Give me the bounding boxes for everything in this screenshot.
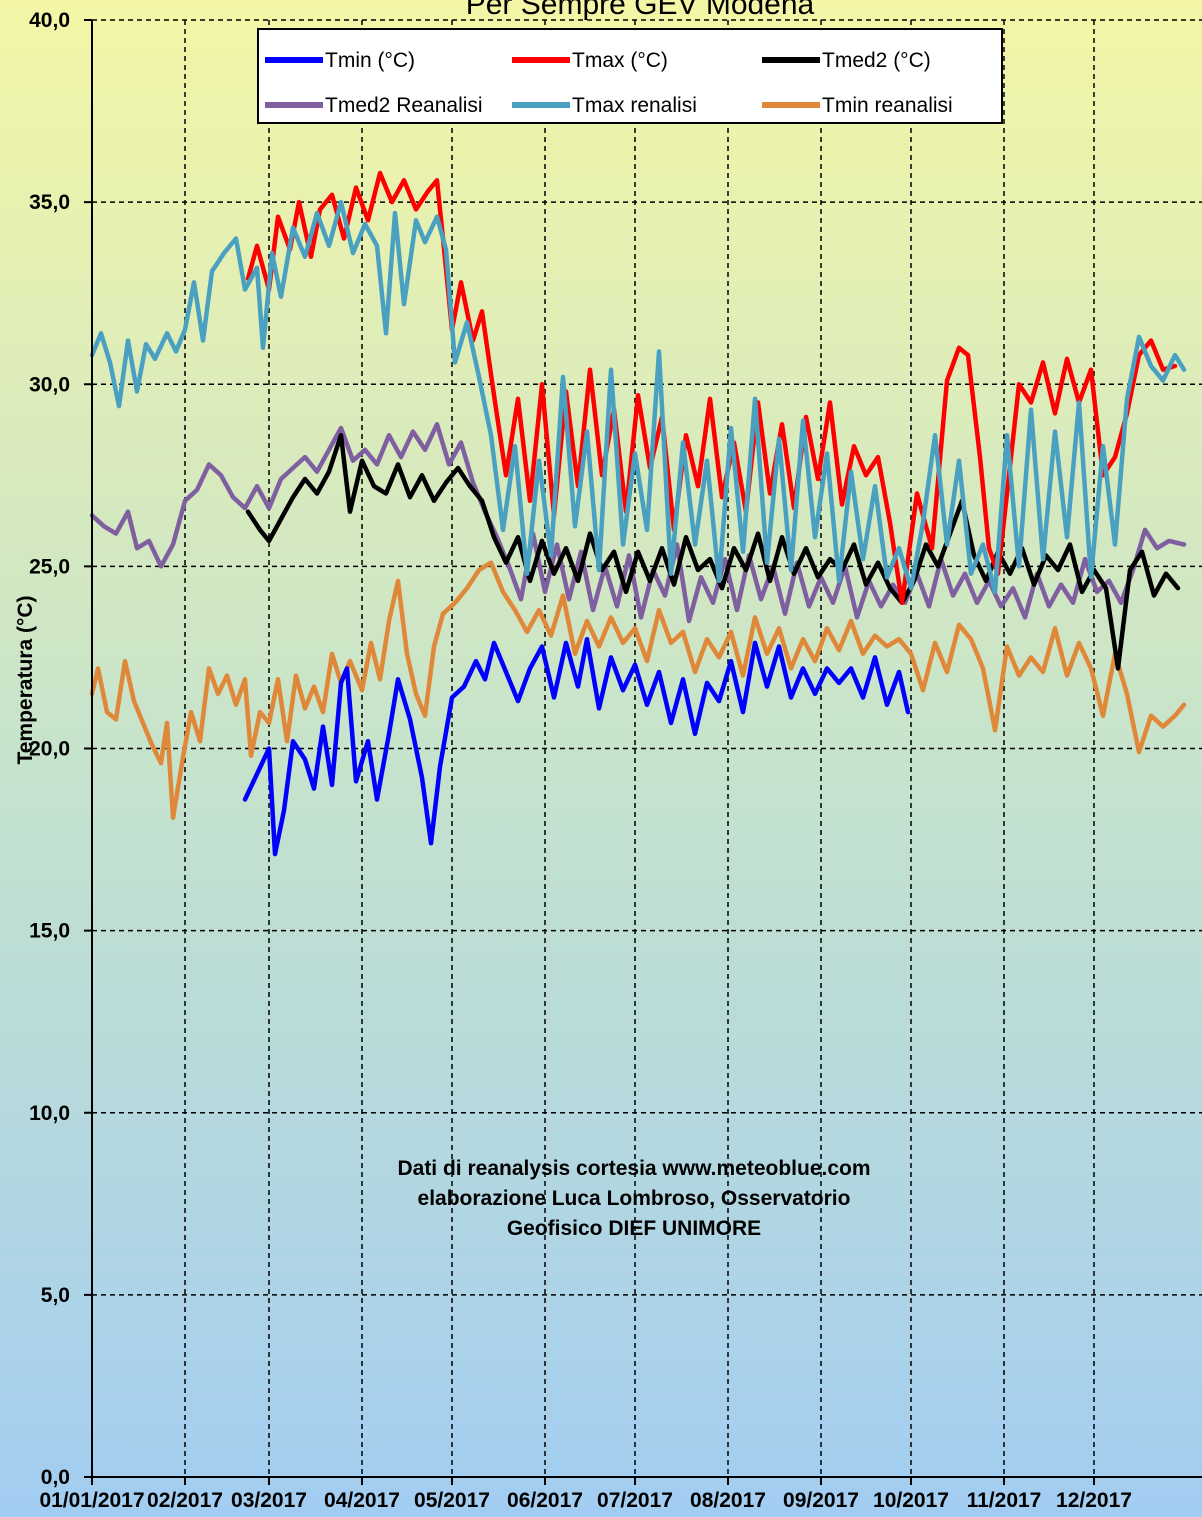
annotation-line: Geofisico DIEF UNIMORE: [507, 1217, 761, 1240]
legend-label: Tmed2 (°C): [822, 49, 931, 72]
x-tick-label: 10/2017: [873, 1489, 949, 1512]
series-line-tmin-reanalisi: [89, 560, 1187, 820]
legend-label: Tmed2 Reanalisi: [325, 94, 483, 117]
chart-title: Per Sempre GEV Modena: [466, 0, 815, 21]
x-tick-label: 08/2017: [690, 1489, 766, 1512]
legend-label: Tmin reanalisi: [822, 94, 953, 117]
series-line-tmin-c: [242, 636, 911, 857]
x-tick-label: 12/2017: [1056, 1489, 1132, 1512]
series-line-tmed2-reanalisi: [89, 422, 1187, 624]
y-tick-label: 25,0: [29, 555, 70, 578]
annotation-line: elaborazione Luca Lombroso, Osservatorio: [418, 1187, 851, 1210]
x-tick-label: 02/2017: [147, 1489, 223, 1512]
legend-label: Tmax (°C): [572, 49, 668, 72]
annotation: Dati di reanalysis cortesia www.meteoblu…: [397, 1157, 870, 1240]
annotation-line: Dati di reanalysis cortesia www.meteoblu…: [397, 1157, 870, 1180]
x-tick-label: 05/2017: [414, 1489, 490, 1512]
series-line-tmax-renalisi: [89, 199, 1187, 595]
x-tick-label: 03/2017: [231, 1489, 307, 1512]
x-tick-label: 09/2017: [783, 1489, 859, 1512]
gridlines: [92, 19, 1202, 1477]
y-tick-label: 10,0: [29, 1102, 70, 1125]
x-tick-label: 07/2017: [597, 1489, 673, 1512]
x-tick-label: 11/2017: [967, 1489, 1042, 1512]
y-tick-label: 20,0: [29, 738, 70, 761]
x-tick-label: 06/2017: [507, 1489, 583, 1512]
y-tick-label: 0,0: [41, 1466, 70, 1489]
legend-box: [257, 28, 1003, 124]
series-line-tmax-c: [245, 170, 1178, 606]
y-tick-label: 40,0: [29, 9, 70, 32]
legend-label: Tmax renalisi: [572, 94, 697, 117]
y-tick-label: 30,0: [29, 373, 70, 396]
y-tick-labels: 0,0 5,0 10,0 15,0 20,0 25,0 30,0 35,0 40,0: [29, 9, 92, 1489]
x-tick-label: 01/01/2017: [39, 1489, 144, 1512]
y-tick-label: 5,0: [41, 1284, 70, 1307]
y-tick-label: 15,0: [29, 920, 70, 943]
series-lines: [89, 170, 1187, 857]
x-tick-label: 04/2017: [324, 1489, 400, 1512]
y-tick-label: 35,0: [29, 191, 70, 214]
legend-label: Tmin (°C): [325, 49, 415, 72]
x-tick-labels: 01/01/2017 02/2017 03/2017 04/2017 05/2017 06…: [39, 1477, 1132, 1512]
legend: Tmin (°C) Tmax (°C) Tmed2 (°C) Tmed2 Reanal…: [257, 28, 1003, 124]
y-axis-title: Temperatura (°C): [14, 595, 37, 764]
